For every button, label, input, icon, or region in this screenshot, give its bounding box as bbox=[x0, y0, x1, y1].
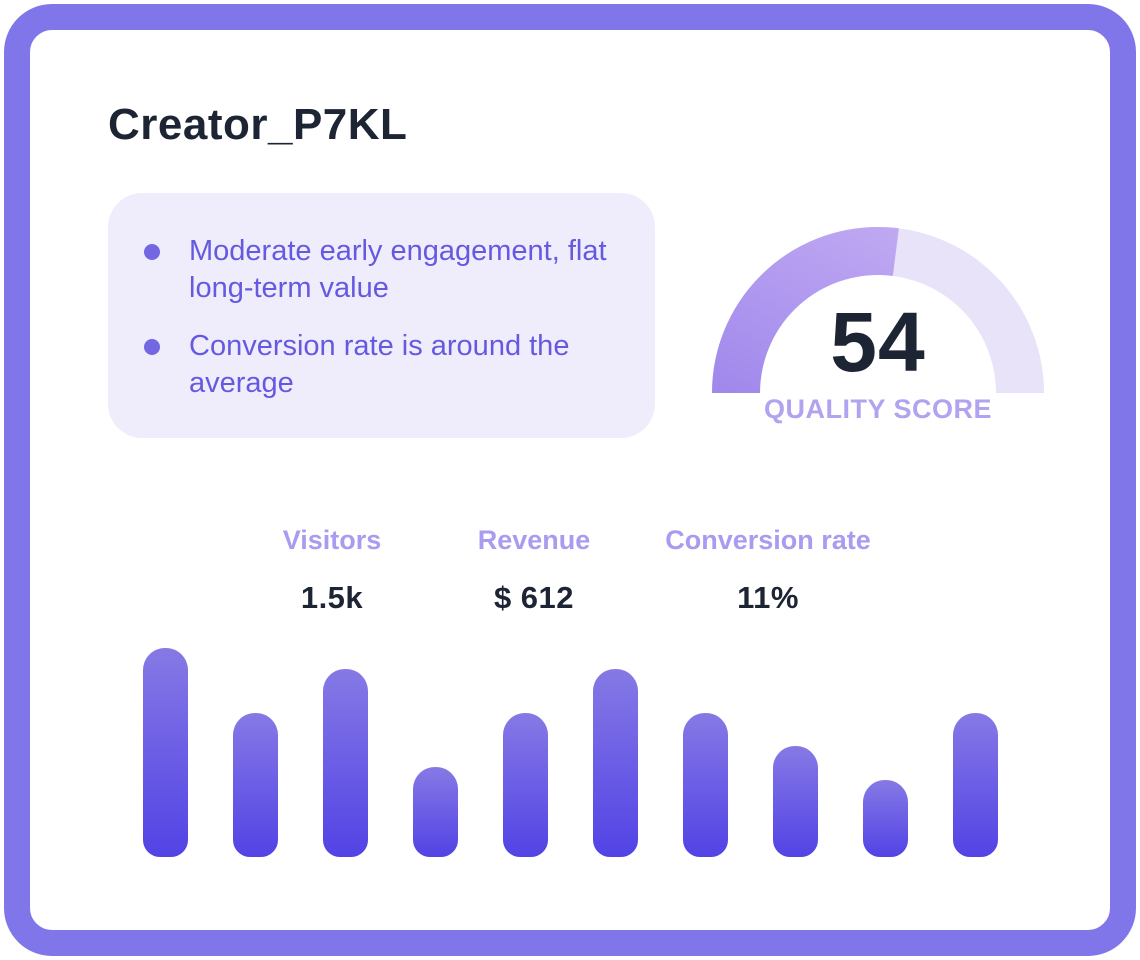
bullet-icon bbox=[144, 244, 160, 260]
insight-item: Moderate early engagement, flat long-ter… bbox=[144, 233, 615, 307]
bar bbox=[503, 713, 548, 857]
bar-chart bbox=[143, 645, 998, 857]
stat-value: 11% bbox=[737, 580, 799, 615]
card-frame bbox=[4, 4, 1136, 956]
gauge-arc bbox=[712, 227, 1044, 394]
insight-item: Conversion rate is around the average bbox=[144, 328, 615, 402]
creator-title: Creator_P7KL bbox=[108, 100, 408, 149]
insight-text: Conversion rate is around the average bbox=[189, 330, 570, 399]
bar bbox=[683, 713, 728, 857]
insights-panel: Moderate early engagement, flat long-ter… bbox=[108, 193, 655, 438]
quality-score-gauge bbox=[710, 225, 1046, 395]
stat-label: Revenue bbox=[477, 525, 591, 555]
bar bbox=[143, 648, 188, 857]
bar bbox=[863, 780, 908, 857]
stat-visitors: Visitors 1.5k bbox=[232, 525, 432, 616]
quality-score-value: 54 bbox=[830, 295, 926, 389]
quality-score-label: QUALITY SCORE bbox=[763, 394, 993, 424]
stat-conversion-rate: Conversion rate 11% bbox=[640, 525, 896, 616]
bar bbox=[593, 669, 638, 857]
stat-value: $ 612 bbox=[493, 580, 575, 615]
bar bbox=[233, 713, 278, 857]
stat-value: 1.5k bbox=[300, 580, 364, 615]
insight-text: Moderate early engagement, flat long-ter… bbox=[189, 235, 607, 304]
bullet-icon bbox=[144, 339, 160, 355]
bar bbox=[413, 767, 458, 857]
stat-revenue: Revenue $ 612 bbox=[434, 525, 634, 616]
stat-label: Visitors bbox=[282, 525, 382, 555]
bar bbox=[773, 746, 818, 857]
bar bbox=[953, 713, 998, 857]
bar bbox=[323, 669, 368, 857]
gauge-fill-arc bbox=[712, 227, 1044, 394]
stat-label: Conversion rate bbox=[665, 525, 871, 555]
